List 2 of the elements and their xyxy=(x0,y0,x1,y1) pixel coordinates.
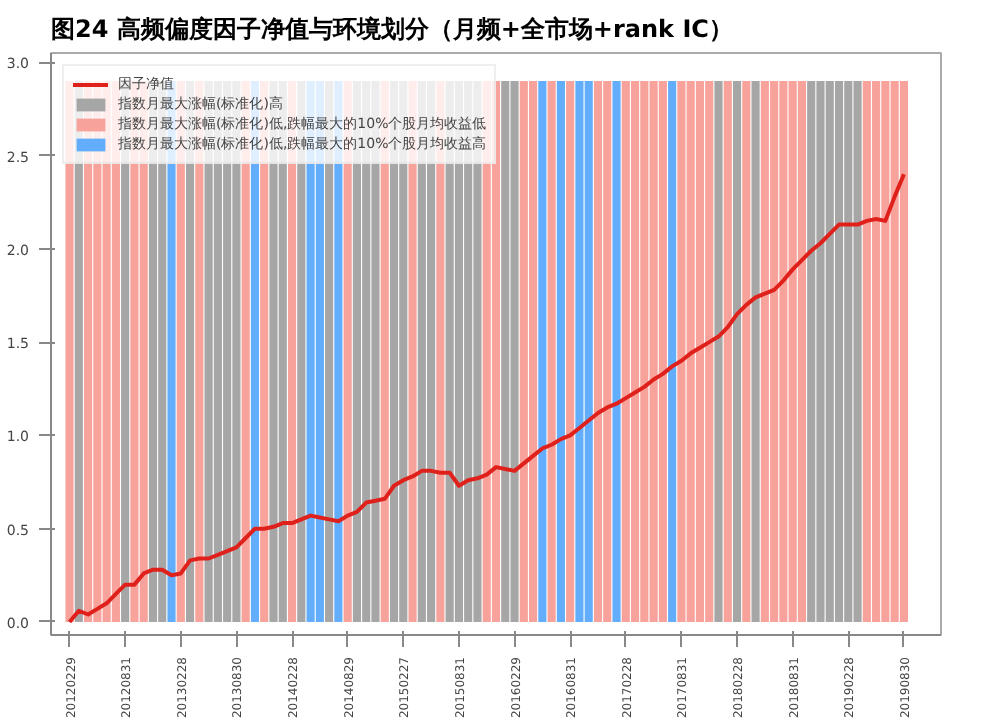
chart-title: 图24 高频偏度因子净值与环境划分（月频+全市场+rank IC） xyxy=(51,15,733,43)
line-series xyxy=(67,172,906,624)
